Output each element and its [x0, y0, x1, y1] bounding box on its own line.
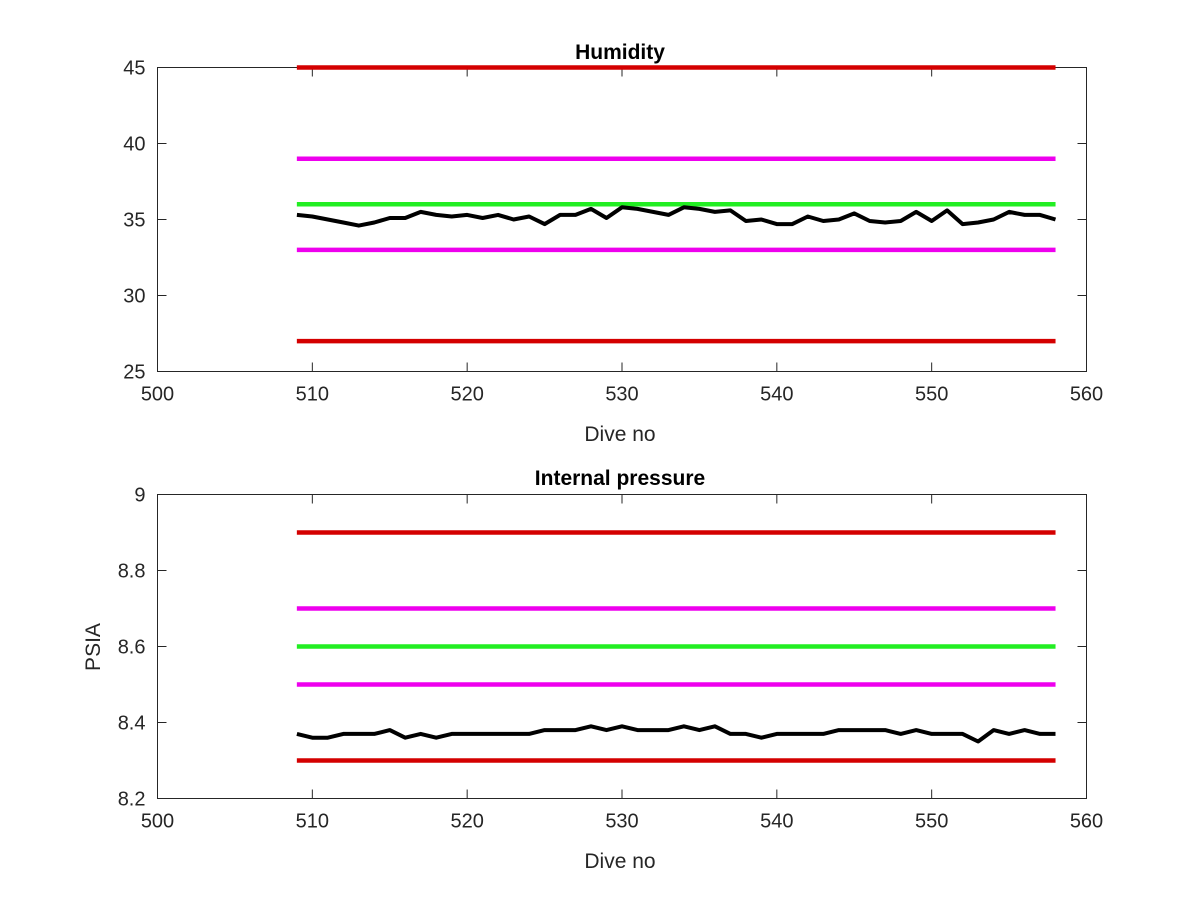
x-tick-label: 530 — [605, 811, 638, 833]
internal-pressure-chart: Internal pressure 500 510 520 530 540 550 560 8… — [82, 467, 1103, 873]
x-tick-label: 510 — [296, 811, 329, 833]
series-lines — [296, 205, 1057, 228]
humidity-chart: Humidity 500 510 520 530 540 550 560 25 30 35 40 45… — [123, 41, 1103, 446]
x-tick-label: 520 — [450, 384, 483, 406]
x-tick-label: 540 — [760, 384, 793, 406]
y-tick-label: 8.6 — [118, 637, 146, 659]
x-tick-label: 530 — [605, 384, 638, 406]
threshold-lines — [296, 530, 1056, 763]
y-tick-label: 8.4 — [118, 713, 146, 735]
y-tick-label: 45 — [123, 58, 145, 80]
data-series-line — [296, 724, 1056, 744]
x-tick-label: 550 — [915, 811, 948, 833]
y-tick-label: 40 — [123, 134, 145, 156]
x-axis-label: Dive no — [584, 423, 655, 446]
axis-ticks: 500 510 520 530 540 550 560 8.2 8.4 8.6 8.8 9 — [118, 485, 1104, 833]
x-tick-label: 510 — [296, 384, 329, 406]
x-tick-label: 550 — [915, 384, 948, 406]
y-tick-label: 30 — [123, 286, 145, 308]
plot-area — [157, 67, 1087, 372]
x-tick-label: 500 — [141, 384, 174, 406]
x-tick-label: 540 — [760, 811, 793, 833]
y-tick-label: 35 — [123, 210, 145, 232]
x-tick-label: 500 — [141, 811, 174, 833]
y-tick-label: 8.2 — [118, 789, 146, 811]
chart-title: Humidity — [575, 41, 665, 64]
y-tick-label: 8.8 — [118, 561, 146, 583]
y-axis-label: PSIA — [82, 623, 105, 671]
y-tick-label: 9 — [134, 485, 145, 507]
y-tick-label: 25 — [123, 362, 145, 384]
series-lines — [296, 724, 1056, 744]
x-tick-label: 560 — [1070, 811, 1103, 833]
x-tick-label: 560 — [1070, 384, 1103, 406]
chart-title: Internal pressure — [535, 467, 705, 490]
x-axis-label: Dive no — [584, 850, 655, 873]
axis-ticks: 500 510 520 530 540 550 560 25 30 35 40 45 — [123, 58, 1103, 406]
threshold-lines — [296, 65, 1056, 344]
data-series-line — [296, 205, 1057, 228]
x-tick-label: 520 — [450, 811, 483, 833]
